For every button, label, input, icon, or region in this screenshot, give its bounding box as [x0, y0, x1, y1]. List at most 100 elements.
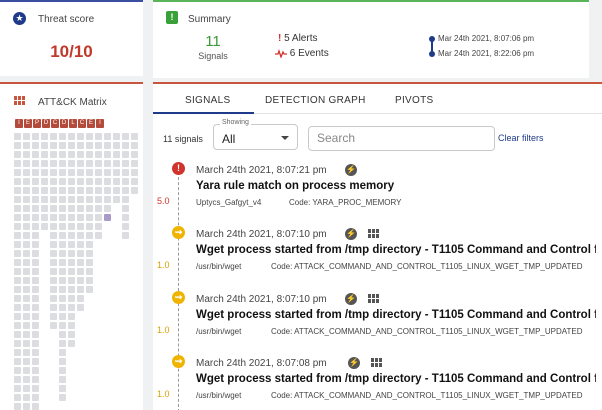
- technique-cell[interactable]: [122, 160, 129, 167]
- technique-cell[interactable]: [59, 259, 66, 266]
- technique-cell[interactable]: [104, 133, 111, 140]
- technique-cell[interactable]: [23, 241, 30, 248]
- technique-cell[interactable]: [95, 232, 102, 239]
- signal-item[interactable]: ⇝ 1.0 March 24th 2021, 8:07:10 pm ⚡ Wget…: [153, 291, 602, 353]
- technique-cell[interactable]: [50, 187, 57, 194]
- technique-cell[interactable]: [77, 151, 84, 158]
- technique-cell[interactable]: [86, 286, 93, 293]
- technique-cell[interactable]: [86, 133, 93, 140]
- technique-cell[interactable]: [23, 259, 30, 266]
- technique-cell[interactable]: [32, 205, 39, 212]
- technique-cell[interactable]: [23, 295, 30, 302]
- technique-cell[interactable]: [68, 133, 75, 140]
- technique-cell[interactable]: [50, 151, 57, 158]
- technique-cell[interactable]: [68, 268, 75, 275]
- technique-cell[interactable]: [23, 340, 30, 347]
- tactic-cell[interactable]: D: [42, 119, 50, 128]
- technique-cell[interactable]: [32, 133, 39, 140]
- technique-cell[interactable]: [59, 286, 66, 293]
- technique-cell[interactable]: [59, 358, 66, 365]
- signal-item[interactable]: ! 5.0 March 24th 2021, 8:07:21 pm ⚡ Yara…: [153, 162, 602, 224]
- technique-cell[interactable]: [23, 160, 30, 167]
- technique-cell[interactable]: [59, 367, 66, 374]
- technique-cell[interactable]: [77, 304, 84, 311]
- technique-cell[interactable]: [86, 160, 93, 167]
- technique-cell[interactable]: [59, 232, 66, 239]
- technique-cell[interactable]: [23, 322, 30, 329]
- technique-cell[interactable]: [23, 331, 30, 338]
- technique-cell[interactable]: [59, 169, 66, 176]
- technique-cell[interactable]: [77, 295, 84, 302]
- technique-cell[interactable]: [59, 394, 66, 401]
- technique-cell[interactable]: [86, 187, 93, 194]
- technique-cell[interactable]: [59, 160, 66, 167]
- technique-cell[interactable]: [104, 196, 111, 203]
- technique-cell[interactable]: [68, 295, 75, 302]
- technique-cell[interactable]: [23, 313, 30, 320]
- technique-cell[interactable]: [41, 187, 48, 194]
- technique-cell[interactable]: [32, 403, 39, 410]
- technique-cell[interactable]: [68, 277, 75, 284]
- technique-cell[interactable]: [14, 223, 21, 230]
- technique-cell[interactable]: [122, 142, 129, 149]
- technique-cell[interactable]: [14, 142, 21, 149]
- tactic-cell[interactable]: E: [24, 119, 32, 128]
- technique-cell[interactable]: [14, 322, 21, 329]
- technique-cell[interactable]: [68, 259, 75, 266]
- technique-cell[interactable]: [68, 232, 75, 239]
- tactic-cell[interactable]: C: [78, 119, 86, 128]
- technique-cell[interactable]: [68, 196, 75, 203]
- technique-cell[interactable]: [95, 142, 102, 149]
- technique-cell[interactable]: [41, 169, 48, 176]
- technique-cell[interactable]: [32, 385, 39, 392]
- tactic-cell[interactable]: P: [33, 119, 41, 128]
- technique-cell[interactable]: [104, 169, 111, 176]
- technique-cell[interactable]: [32, 232, 39, 239]
- technique-cell[interactable]: [77, 160, 84, 167]
- technique-cell[interactable]: [59, 223, 66, 230]
- technique-cell[interactable]: [50, 142, 57, 149]
- technique-cell[interactable]: [32, 151, 39, 158]
- technique-cell[interactable]: [59, 196, 66, 203]
- technique-cell[interactable]: [68, 304, 75, 311]
- technique-cell[interactable]: [86, 142, 93, 149]
- technique-cell[interactable]: [59, 340, 66, 347]
- technique-cell[interactable]: [14, 376, 21, 383]
- technique-cell[interactable]: [41, 160, 48, 167]
- technique-cell[interactable]: [86, 151, 93, 158]
- technique-cell[interactable]: [14, 403, 21, 410]
- technique-cell[interactable]: [59, 187, 66, 194]
- technique-cell[interactable]: [77, 187, 84, 194]
- technique-cell[interactable]: [23, 151, 30, 158]
- technique-cell[interactable]: [14, 304, 21, 311]
- technique-cell[interactable]: [86, 205, 93, 212]
- technique-cell[interactable]: [86, 277, 93, 284]
- technique-cell[interactable]: [23, 286, 30, 293]
- technique-cell[interactable]: [50, 133, 57, 140]
- technique-cell[interactable]: [122, 187, 129, 194]
- technique-cell[interactable]: [23, 223, 30, 230]
- technique-cell[interactable]: [77, 169, 84, 176]
- technique-cell[interactable]: [68, 340, 75, 347]
- technique-cell[interactable]: [32, 340, 39, 347]
- technique-cell[interactable]: [50, 232, 57, 239]
- technique-cell[interactable]: [32, 196, 39, 203]
- technique-cell[interactable]: [95, 214, 102, 221]
- technique-cell[interactable]: [59, 322, 66, 329]
- technique-cell[interactable]: [32, 394, 39, 401]
- signal-item[interactable]: ⇝ 1.0 March 24th 2021, 8:07:08 pm ⚡ Wget…: [153, 355, 602, 410]
- technique-cell[interactable]: [14, 250, 21, 257]
- technique-cell[interactable]: [41, 205, 48, 212]
- technique-cell[interactable]: [50, 169, 57, 176]
- technique-cell[interactable]: [122, 214, 129, 221]
- technique-cell[interactable]: [23, 205, 30, 212]
- technique-cell[interactable]: [59, 133, 66, 140]
- showing-select[interactable]: Showing All: [213, 119, 298, 150]
- technique-cell[interactable]: [59, 313, 66, 320]
- technique-cell[interactable]: [68, 160, 75, 167]
- tab-pivots[interactable]: PIVOTS: [395, 95, 434, 106]
- technique-cell[interactable]: [32, 322, 39, 329]
- tab-detection-graph[interactable]: DETECTION GRAPH: [265, 95, 366, 106]
- tactic-cell[interactable]: E: [87, 119, 95, 128]
- technique-cell[interactable]: [68, 169, 75, 176]
